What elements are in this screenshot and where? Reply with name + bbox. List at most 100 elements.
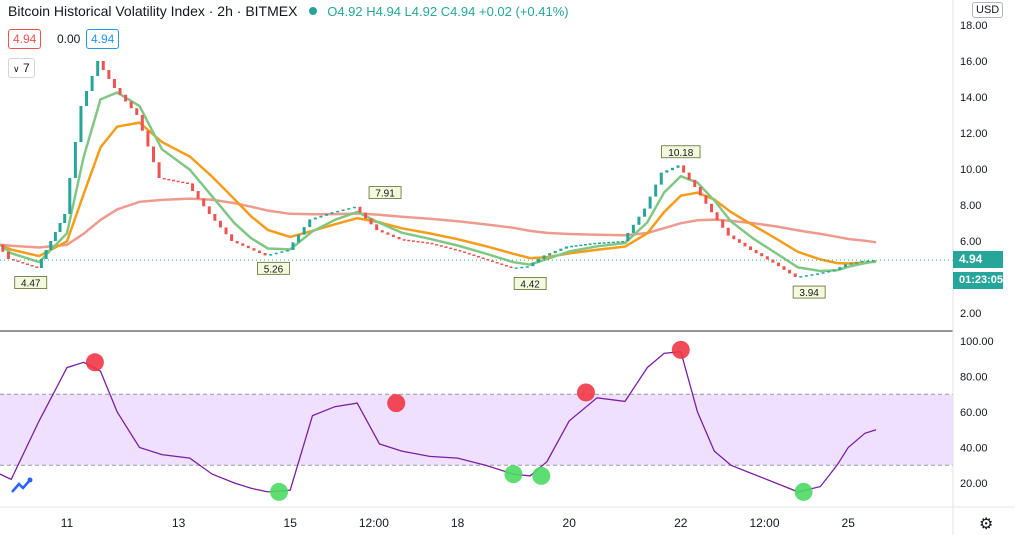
candle [631, 224, 635, 233]
candle [593, 242, 597, 245]
candle [39, 259, 43, 268]
currency-label[interactable]: USD [972, 2, 1004, 18]
time-tick-label: 11 [61, 516, 74, 530]
pivot-label-box [661, 145, 701, 159]
candle [776, 262, 780, 267]
oscillator-pane [0, 340, 953, 501]
candle [58, 223, 62, 232]
candle [693, 179, 697, 187]
candle [112, 79, 116, 88]
candle [157, 162, 161, 178]
candle [804, 275, 808, 277]
candle [146, 130, 150, 147]
candle [670, 167, 674, 171]
candle [171, 179, 175, 182]
candle [500, 263, 504, 265]
candle [782, 266, 786, 270]
candle [709, 203, 713, 213]
candle [207, 206, 211, 214]
candle [816, 273, 820, 275]
price-tick-label: 18.00 [960, 20, 988, 32]
candle [258, 250, 262, 253]
candle [449, 247, 453, 250]
candle [453, 248, 457, 251]
candle [760, 253, 764, 257]
candle [6, 251, 10, 259]
candle [799, 276, 803, 278]
ask-box[interactable]: 4.94 [86, 29, 120, 49]
candle [548, 253, 552, 256]
candle [514, 267, 518, 269]
candle [472, 254, 476, 256]
price-tick-label: 16.00 [960, 56, 988, 68]
candle [486, 259, 490, 261]
candle [698, 187, 702, 196]
candle [843, 264, 847, 268]
overbought-marker [387, 394, 406, 413]
candle [336, 210, 340, 213]
candle [827, 271, 831, 273]
candle [788, 269, 792, 274]
chart-header: Bitcoin Historical Volatility Index · 2h… [8, 3, 569, 19]
candle [687, 172, 691, 180]
candle [90, 76, 94, 91]
candle [654, 184, 658, 197]
candle [771, 259, 775, 263]
settings-gear-icon[interactable]: ⚙ [979, 516, 994, 533]
candle [330, 212, 334, 214]
candle [391, 234, 395, 237]
candle [665, 170, 669, 173]
candle [765, 256, 769, 260]
candle [63, 214, 67, 223]
candle [715, 212, 719, 220]
candle [375, 224, 379, 231]
countdown-tag: 01:23:05 [953, 272, 1003, 289]
candle [79, 106, 83, 142]
candle [430, 242, 434, 245]
time-tick-label: 15 [284, 516, 298, 530]
candle [352, 206, 356, 209]
candle [129, 101, 133, 109]
ma-slow-line [0, 197, 877, 249]
candle [737, 239, 741, 243]
candle [597, 242, 601, 244]
candle [463, 251, 467, 253]
candle [313, 217, 317, 220]
candle [537, 259, 541, 263]
candle [564, 246, 568, 249]
oversold-marker [270, 482, 289, 501]
candle [481, 257, 485, 259]
candle [118, 88, 122, 95]
candle [230, 234, 234, 241]
tradingview-logo-icon[interactable] [10, 476, 34, 494]
candle [269, 254, 273, 256]
candle [135, 108, 139, 115]
candle [218, 220, 222, 228]
candle [643, 208, 647, 217]
candle [319, 215, 323, 218]
candle [16, 260, 20, 262]
market-status-icon [309, 7, 318, 15]
price-tick-label: 8.00 [960, 200, 981, 212]
candle [721, 220, 725, 228]
ma-fast-line [0, 91, 877, 273]
candle [477, 256, 481, 258]
price-pane: 4.47 5.26 7.91 4.42 10.18 3.94 [0, 61, 953, 299]
candle [754, 250, 758, 254]
candle [213, 214, 217, 221]
overbought-marker [85, 353, 104, 372]
indicator-toggle[interactable]: ∨ 7 [8, 58, 35, 78]
candle [68, 178, 72, 214]
symbol-title[interactable]: Bitcoin Historical Volatility Index · 2h… [8, 3, 298, 19]
candle [495, 262, 499, 264]
candle [202, 198, 206, 207]
candle [821, 272, 825, 274]
candle [659, 172, 663, 185]
chevron-down-icon: ∨ [13, 64, 20, 74]
pivot-label-box [368, 186, 402, 200]
bid-box[interactable]: 4.94 [8, 29, 42, 49]
candle [871, 260, 875, 262]
pivot-label: 7.91 [375, 189, 395, 200]
candle [416, 241, 420, 243]
